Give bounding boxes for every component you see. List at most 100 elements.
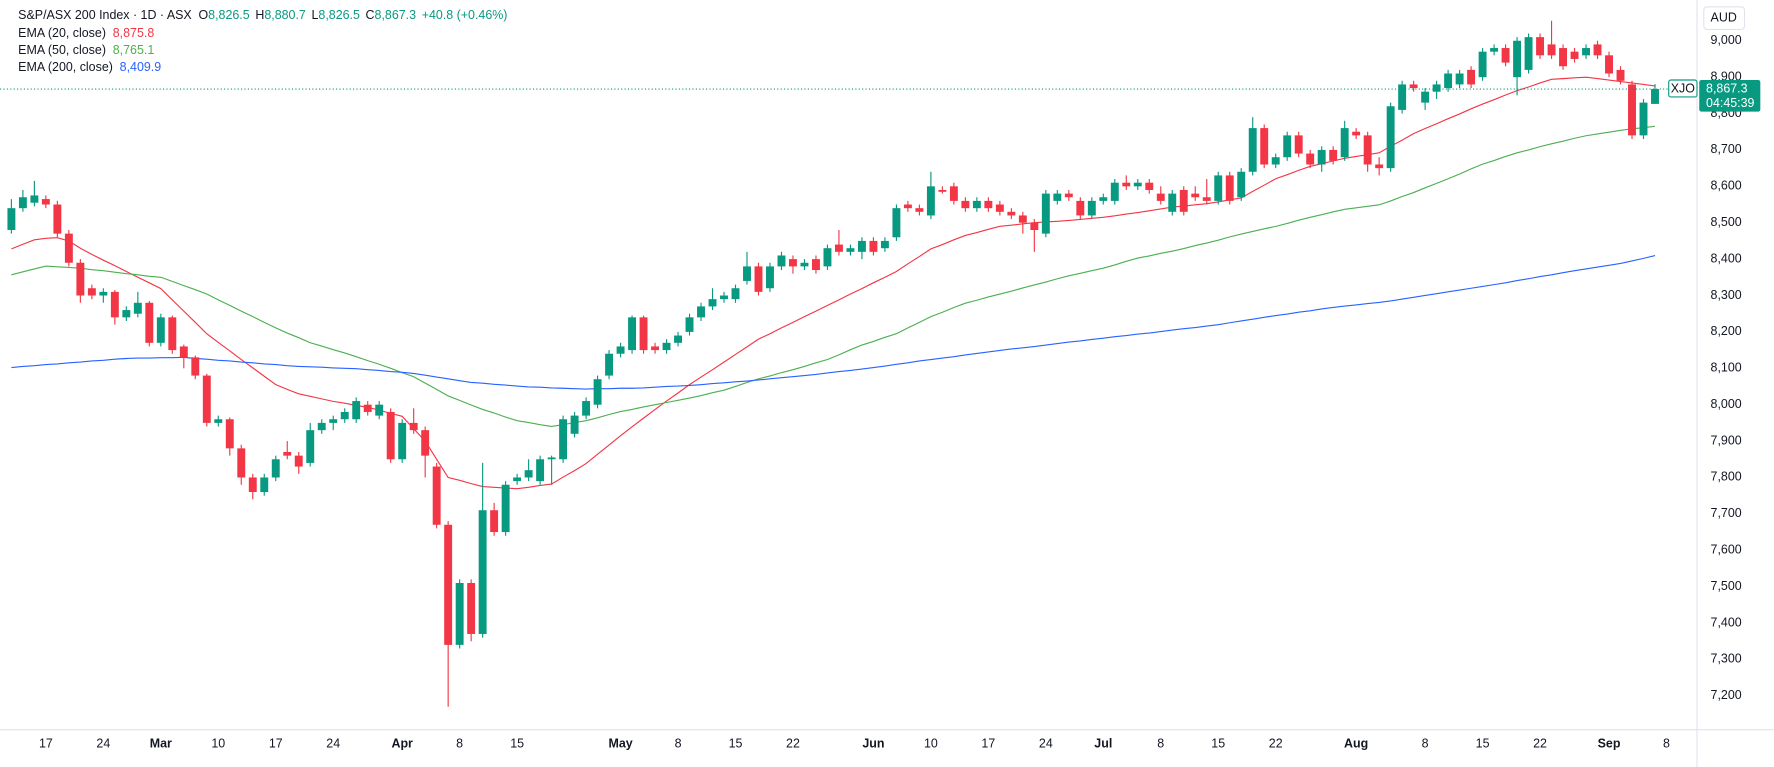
candle-body bbox=[87, 288, 96, 296]
x-tick-label: 8 bbox=[1157, 737, 1164, 751]
candle-body bbox=[1294, 135, 1303, 154]
y-tick-label: 8,200 bbox=[1711, 324, 1742, 338]
x-tick-label: 8 bbox=[1422, 737, 1429, 751]
candle-body bbox=[1478, 51, 1487, 78]
x-tick-label: 15 bbox=[510, 737, 524, 751]
symbol: S&P/ASX 200 Index · 1D · ASX bbox=[18, 8, 192, 22]
candle-body bbox=[168, 317, 177, 351]
x-tick-label: Jul bbox=[1094, 737, 1112, 751]
y-tick-label: 7,700 bbox=[1711, 506, 1742, 520]
candle-body bbox=[1628, 84, 1636, 136]
y-tick-label: 8,300 bbox=[1711, 288, 1742, 302]
candle-body bbox=[1018, 215, 1027, 223]
candle-body bbox=[1490, 48, 1499, 52]
x-tick-label: May bbox=[608, 737, 632, 751]
legend-name: EMA (20, close) bbox=[18, 26, 106, 40]
ema-line bbox=[11, 125, 1656, 428]
y-tick-label: 8,100 bbox=[1711, 361, 1742, 375]
ohlc-value: 8,867.3 bbox=[375, 8, 417, 22]
legend-value: 8,875.8 bbox=[113, 26, 155, 40]
candle-body bbox=[18, 197, 27, 209]
candle-body bbox=[306, 430, 315, 463]
candle-body bbox=[720, 295, 728, 300]
candle-body bbox=[524, 470, 533, 478]
y-tick-label: 7,600 bbox=[1711, 543, 1742, 557]
candle-body bbox=[202, 375, 211, 423]
ohlc-key: O bbox=[199, 8, 209, 22]
candle-body bbox=[892, 208, 901, 238]
candle-body bbox=[478, 510, 487, 634]
candle-body bbox=[1639, 102, 1648, 136]
x-tick-label: 8 bbox=[1663, 737, 1670, 751]
x-tick-label: Mar bbox=[150, 737, 172, 751]
candle-body bbox=[1156, 193, 1165, 201]
candle-body bbox=[467, 583, 476, 634]
y-tick-label: 8,500 bbox=[1711, 215, 1742, 229]
candle-body bbox=[398, 422, 407, 460]
candle-body bbox=[731, 288, 740, 300]
candle-body bbox=[1651, 89, 1659, 104]
plot-area bbox=[7, 20, 1659, 707]
candle-body bbox=[317, 422, 326, 431]
y-tick-label: 8,700 bbox=[1711, 142, 1742, 156]
ticker: XJO bbox=[1671, 81, 1696, 95]
legend-name: EMA (50, close) bbox=[18, 43, 106, 57]
currency: AUD bbox=[1711, 10, 1737, 24]
candle-body bbox=[1007, 211, 1016, 216]
candle-body bbox=[1467, 69, 1476, 85]
candle-body bbox=[1616, 69, 1625, 81]
legend-name: EMA (200, close) bbox=[18, 60, 113, 74]
candle-body bbox=[984, 200, 993, 209]
x-tick-label: 17 bbox=[39, 737, 53, 751]
candle-body bbox=[53, 204, 62, 234]
candle-body bbox=[1202, 197, 1211, 201]
currency-box[interactable] bbox=[1703, 6, 1746, 30]
y-tick-label: 8,000 bbox=[1711, 397, 1742, 411]
x-tick-label: 22 bbox=[786, 737, 800, 751]
x-tick-label: Sep bbox=[1598, 737, 1621, 751]
candle-body bbox=[1513, 40, 1522, 78]
x-tick-label: 15 bbox=[1476, 737, 1490, 751]
y-tick-label: 7,500 bbox=[1711, 579, 1742, 593]
candle-body bbox=[1352, 131, 1361, 136]
candle-body bbox=[1283, 135, 1292, 158]
candle-body bbox=[823, 248, 832, 267]
candle-body bbox=[743, 266, 751, 281]
candle-body bbox=[869, 240, 878, 252]
candle-body bbox=[605, 353, 614, 376]
candle-body bbox=[754, 266, 763, 292]
candle-body bbox=[616, 346, 625, 354]
ohlc-key: H bbox=[255, 8, 264, 22]
candle-body bbox=[674, 335, 682, 343]
y-tick-label: 8,900 bbox=[1711, 69, 1742, 83]
candle-body bbox=[329, 419, 338, 423]
candle-body bbox=[903, 204, 912, 209]
candle-body bbox=[789, 259, 797, 267]
x-tick-label: 24 bbox=[96, 737, 110, 751]
ema-line bbox=[11, 255, 1656, 390]
candle-body bbox=[76, 262, 85, 296]
change: +40.8 (+0.46%) bbox=[422, 8, 508, 22]
legend-entry: EMA (50, close) 8,765.1 bbox=[18, 43, 154, 57]
candle-body bbox=[570, 415, 579, 434]
x-tick-label: 17 bbox=[269, 737, 283, 751]
candle-body bbox=[179, 346, 188, 358]
candle-body bbox=[225, 419, 234, 449]
y-tick-label: 8,400 bbox=[1711, 251, 1742, 265]
candle-body bbox=[800, 262, 809, 267]
ticker-box bbox=[1668, 79, 1698, 98]
candle-body bbox=[1363, 135, 1372, 165]
candle-body bbox=[214, 419, 223, 423]
x-tick-label: 24 bbox=[326, 737, 340, 751]
candle-body bbox=[880, 240, 889, 249]
candle-body bbox=[582, 401, 591, 416]
candle-body bbox=[777, 255, 786, 267]
y-tick-label: 8,600 bbox=[1711, 179, 1742, 193]
candle-body bbox=[536, 459, 545, 482]
candle-body bbox=[1179, 189, 1188, 212]
candle-body bbox=[1547, 44, 1556, 56]
x-tick-label: 17 bbox=[981, 737, 995, 751]
candle-body bbox=[662, 342, 671, 351]
countdown: 04:45:39 bbox=[1706, 96, 1754, 110]
candle-body bbox=[1260, 128, 1269, 165]
